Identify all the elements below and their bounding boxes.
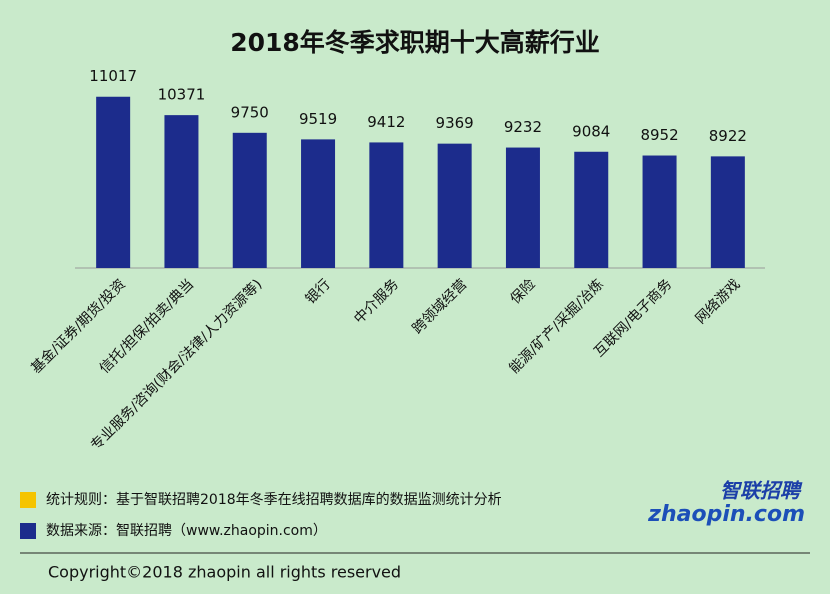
note: 统计规则：基于智联招聘2018年冬季在线招聘数据库的数据监测统计分析: [46, 491, 502, 508]
chart-title: 2018年冬季求职期十大高薪行业: [230, 28, 600, 57]
value-label: 9412: [367, 113, 405, 131]
value-label: 9084: [572, 122, 610, 140]
bar: [96, 96, 131, 269]
bar: [710, 156, 745, 268]
logo-site: zhaopin.com: [647, 502, 805, 527]
bar: [505, 147, 540, 268]
bar: [164, 115, 199, 268]
value-label: 10371: [158, 86, 206, 104]
note-marker: [20, 523, 36, 539]
bar: [301, 139, 336, 268]
value-label: 9232: [504, 118, 542, 136]
value-label: 11017: [89, 67, 137, 85]
bar: [574, 151, 609, 268]
logo-name: 智联招聘: [720, 479, 803, 503]
value-label: 8922: [709, 127, 747, 145]
bar: [369, 142, 404, 268]
value-label: 9369: [436, 114, 474, 132]
value-label: 9519: [299, 110, 337, 128]
bar: [642, 155, 677, 268]
bar: [437, 143, 472, 268]
bar: [232, 132, 267, 268]
note: 数据来源：智联招聘（www.zhaopin.com）: [46, 523, 327, 539]
note-marker: [20, 492, 36, 508]
copyright: Copyright©2018 zhaopin all rights reserv…: [48, 563, 401, 582]
value-label: 8952: [640, 126, 678, 144]
value-label: 9750: [231, 103, 269, 121]
